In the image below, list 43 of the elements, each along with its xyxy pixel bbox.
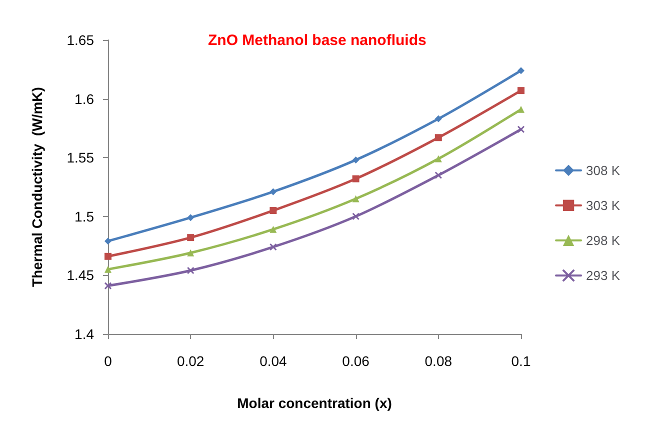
point <box>352 195 360 202</box>
point <box>104 266 112 273</box>
x-tick-label: 0.1 <box>511 353 531 369</box>
point <box>104 282 112 290</box>
point <box>352 212 360 220</box>
point <box>104 238 112 245</box>
point <box>352 175 360 182</box>
point <box>434 115 442 122</box>
legend-label: 293 K <box>586 268 620 283</box>
y-tick-label: 1.6 <box>74 90 94 107</box>
y-tick-label: 1.4 <box>74 326 94 342</box>
y-axis-title: Thermal Conductivity (W/mK) <box>29 87 45 287</box>
y-tick-label: 1.45 <box>66 267 94 284</box>
legend-label: 308 K <box>586 162 620 178</box>
point <box>270 226 277 233</box>
legend-label: 298 K <box>586 232 620 248</box>
point <box>187 249 194 256</box>
x-tick-label: 0 <box>104 353 112 369</box>
x-tick-label: 0.04 <box>260 353 288 369</box>
point <box>187 214 194 222</box>
point <box>434 134 442 142</box>
y-tick-label: 1.55 <box>66 150 94 166</box>
legend-label: 303 K <box>586 198 620 213</box>
point <box>270 207 277 214</box>
point <box>186 266 194 274</box>
x-axis-title: Molar concentration (x) <box>237 395 392 411</box>
x-tick-label: 0.08 <box>424 353 452 369</box>
y-tick-label: 1.5 <box>74 208 94 224</box>
point <box>352 156 360 164</box>
point <box>434 171 442 179</box>
point <box>518 67 524 74</box>
x-tick-label: 0.02 <box>176 353 204 369</box>
y-tick-label: 1.65 <box>66 32 94 48</box>
point <box>517 126 525 134</box>
point <box>270 188 277 196</box>
point <box>518 87 524 94</box>
x-tick-label: 0.06 <box>342 353 370 369</box>
point <box>269 243 277 251</box>
point <box>434 155 442 162</box>
point <box>104 252 112 260</box>
point <box>518 106 524 113</box>
point <box>187 234 194 242</box>
chart-title: ZnO Methanol base nanofluids <box>208 32 426 49</box>
